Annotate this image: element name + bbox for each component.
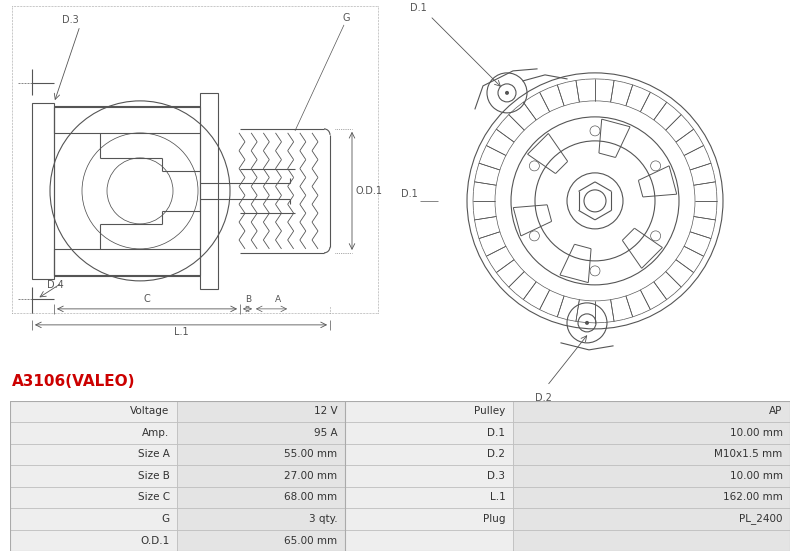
- Text: C: C: [144, 294, 150, 304]
- Text: D.1: D.1: [402, 189, 418, 199]
- Text: 27.00 mm: 27.00 mm: [285, 471, 338, 481]
- Text: 12 V: 12 V: [314, 406, 338, 416]
- Text: PL_2400: PL_2400: [739, 513, 782, 525]
- Bar: [178, 444, 346, 465]
- Bar: [10, 487, 178, 508]
- Text: D.1: D.1: [410, 3, 427, 13]
- Text: D.2: D.2: [534, 393, 551, 403]
- Text: L.1: L.1: [490, 493, 506, 503]
- Text: D.3: D.3: [487, 471, 506, 481]
- Bar: [514, 530, 790, 551]
- Bar: [514, 508, 790, 530]
- Text: M10x1.5 mm: M10x1.5 mm: [714, 449, 782, 459]
- Text: Amp.: Amp.: [142, 428, 170, 438]
- Text: A3106(VALEO): A3106(VALEO): [12, 374, 135, 389]
- Text: 55.00 mm: 55.00 mm: [285, 449, 338, 459]
- Text: Size B: Size B: [138, 471, 170, 481]
- Bar: [10, 508, 178, 530]
- Text: D.2: D.2: [487, 449, 506, 459]
- Bar: [178, 465, 346, 487]
- Bar: [178, 508, 346, 530]
- Bar: [10, 530, 178, 551]
- Text: Plug: Plug: [483, 514, 506, 524]
- Bar: [10, 422, 178, 444]
- Bar: [514, 422, 790, 444]
- Bar: [514, 444, 790, 465]
- Text: 162.00 mm: 162.00 mm: [723, 493, 782, 503]
- Bar: [178, 422, 346, 444]
- Bar: [54, 107, 200, 275]
- Bar: [10, 465, 178, 487]
- Text: 95 A: 95 A: [314, 428, 338, 438]
- Bar: [178, 401, 346, 422]
- Text: Pulley: Pulley: [474, 406, 506, 416]
- Bar: [200, 93, 218, 289]
- Text: AP: AP: [770, 406, 782, 416]
- Text: L.1: L.1: [174, 327, 188, 337]
- Text: B: B: [245, 295, 251, 304]
- Bar: [514, 465, 790, 487]
- Bar: [10, 401, 178, 422]
- Text: 10.00 mm: 10.00 mm: [730, 428, 782, 438]
- Text: Size C: Size C: [138, 493, 170, 503]
- Bar: [346, 508, 514, 530]
- Text: Size A: Size A: [138, 449, 170, 459]
- Bar: [346, 444, 514, 465]
- Text: Voltage: Voltage: [130, 406, 170, 416]
- Bar: [346, 465, 514, 487]
- Bar: [346, 401, 514, 422]
- Text: 65.00 mm: 65.00 mm: [285, 536, 338, 546]
- Text: D.4: D.4: [46, 280, 63, 290]
- Text: G: G: [162, 514, 170, 524]
- Text: 3 qty.: 3 qty.: [309, 514, 338, 524]
- Bar: [514, 401, 790, 422]
- Text: A: A: [275, 295, 281, 304]
- Text: O.D.1: O.D.1: [356, 186, 383, 196]
- Bar: [346, 530, 514, 551]
- Circle shape: [585, 321, 589, 325]
- Bar: [346, 422, 514, 444]
- Bar: [178, 487, 346, 508]
- Circle shape: [505, 91, 509, 95]
- Bar: [32, 103, 54, 279]
- Bar: [514, 487, 790, 508]
- Bar: [346, 487, 514, 508]
- Text: O.D.1: O.D.1: [141, 536, 170, 546]
- Text: D.3: D.3: [62, 15, 78, 25]
- Text: G: G: [342, 13, 350, 23]
- Bar: [178, 530, 346, 551]
- Bar: [10, 444, 178, 465]
- Text: 68.00 mm: 68.00 mm: [285, 493, 338, 503]
- Text: D.1: D.1: [487, 428, 506, 438]
- Text: 10.00 mm: 10.00 mm: [730, 471, 782, 481]
